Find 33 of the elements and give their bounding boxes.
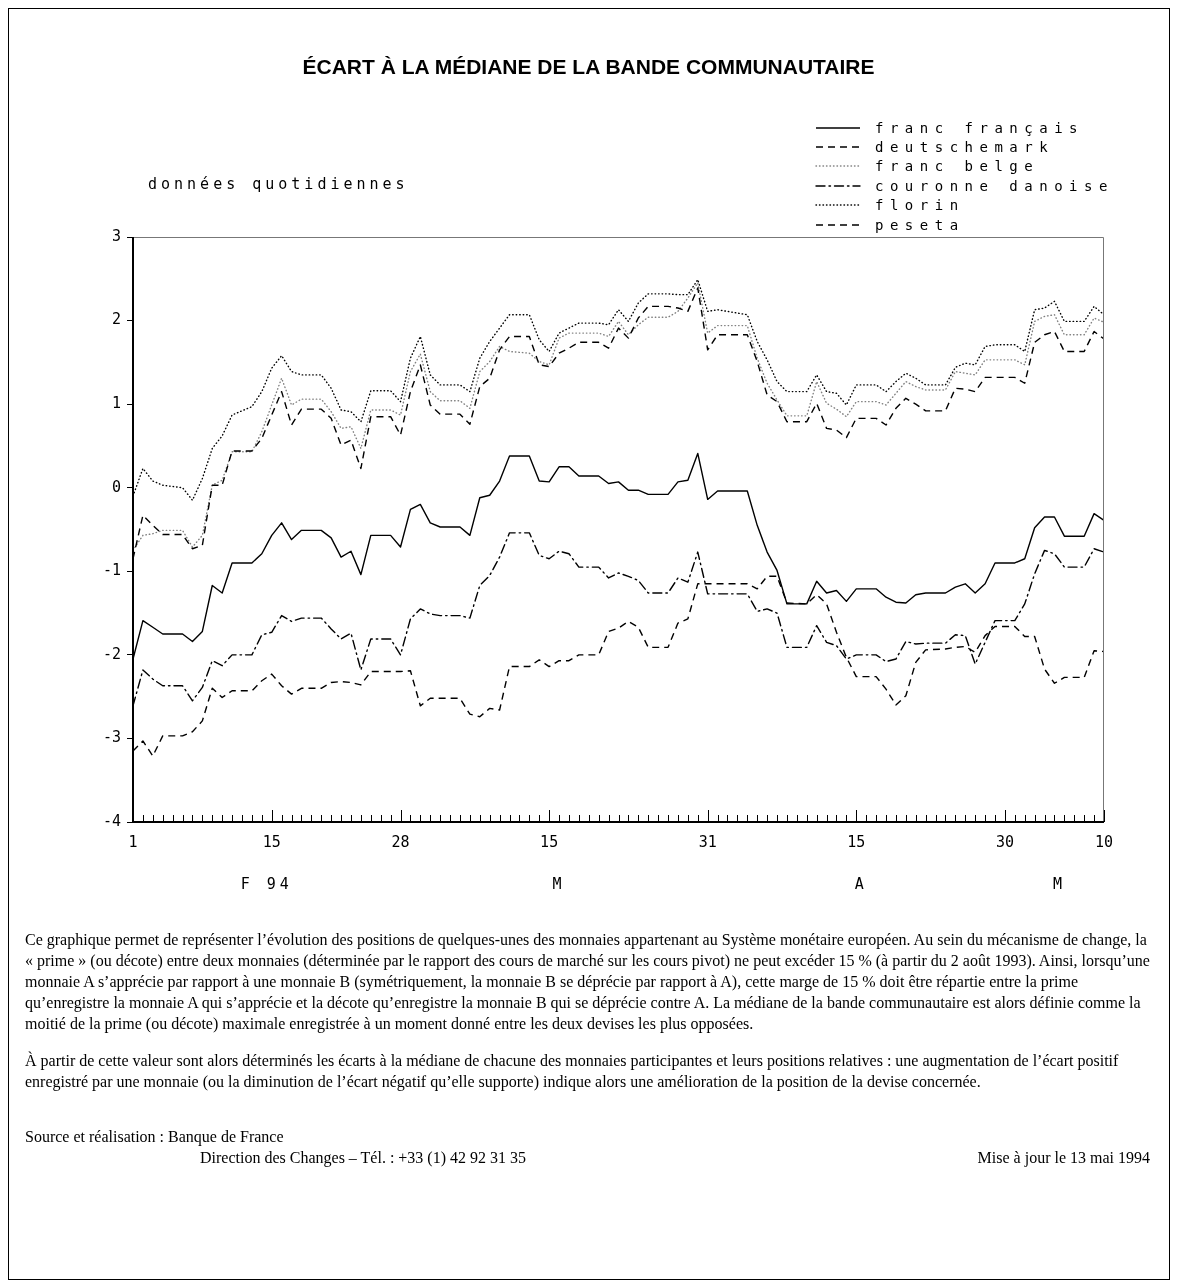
y-tick-label: 3	[111, 226, 121, 245]
x-tick-label: 15	[847, 832, 866, 851]
x-tick-label: 28	[391, 832, 410, 851]
x-tick-label: 10	[1094, 832, 1114, 851]
y-tick-label: 1	[111, 394, 121, 413]
y-tick-label: -4	[102, 811, 121, 830]
y-tick-label: 2	[111, 310, 121, 329]
text: F 94	[240, 874, 293, 893]
y-tick-label: -3	[102, 728, 121, 747]
source-note: Source et réalisation : Banque de France	[25, 1127, 285, 1147]
y-axis-title: données quotidiennes	[148, 174, 409, 193]
legend-label: franc français	[875, 119, 1085, 136]
y-tick-label: -1	[102, 561, 121, 580]
text: Mise à jour le 13 mai 1994	[977, 1148, 1150, 1168]
y-tick-label: -2	[102, 644, 121, 663]
y-tick-label: 0	[111, 477, 121, 496]
legend-label: peseta	[875, 216, 965, 233]
text: A	[854, 874, 868, 893]
x-tick-label: 15	[262, 832, 281, 851]
text: À partir de cette valeur sont alors déterminés les écarts à la médiane de chacune des monnaies participantes et leurs positions relatives : une augmentation de l’écart positif enregistré par une monnaie (ou la diminution de l’écart négatif qu’elle supporte) indique alors une amélioration de la position de la devise concernée.	[25, 1050, 1120, 1092]
text: M	[552, 874, 566, 893]
x-tick-label: 30	[995, 832, 1014, 851]
legend-label: florin	[875, 197, 965, 214]
x-tick-label: 31	[698, 832, 717, 851]
x-tick-label: 15	[540, 832, 559, 851]
legend-label: franc belge	[875, 158, 1040, 175]
text: Direction des Changes – Tél. : +33 (1) 42 92 31 35	[199, 1148, 527, 1168]
chart-title: ÉCART À LA MÉDIANE DE LA BANDE COMMUNAUTAIRE	[301, 55, 876, 79]
legend-label: deutschemark	[875, 139, 1055, 156]
legend-label: couronne danoise	[875, 177, 1114, 194]
text: M	[1052, 874, 1066, 893]
x-tick-label: 1	[128, 832, 138, 851]
text: Ce graphique permet de représenter l’évolution des positions de quelques-unes des monnaies appartenant au Système monétaire européen. Au sein du mécanisme de change, la « prime » (ou décote) entre deux monnaies (déterminée par le rapport des cours de marché sur les cours pivot) ne peut excéder 15 % (à partir du 2 août 1993). Ainsi, lorsqu’une monnaie A s’apprécie par rapport à une monnaie B (symétriquement, la monnaie B se déprécie par rapport à A), cette marge de 15 % doit être répartie entre la prime qu’enregistre la monnaie A qui s’apprécie et la décote qu’enregistre la monnaie B qui se déprécie contre A. La médiane de la bande communautaire est alors définie comme la moitié de la prime (ou décote) maximale enregistrée à un moment donné entre les deux devises les plus opposées.	[25, 930, 1150, 1034]
